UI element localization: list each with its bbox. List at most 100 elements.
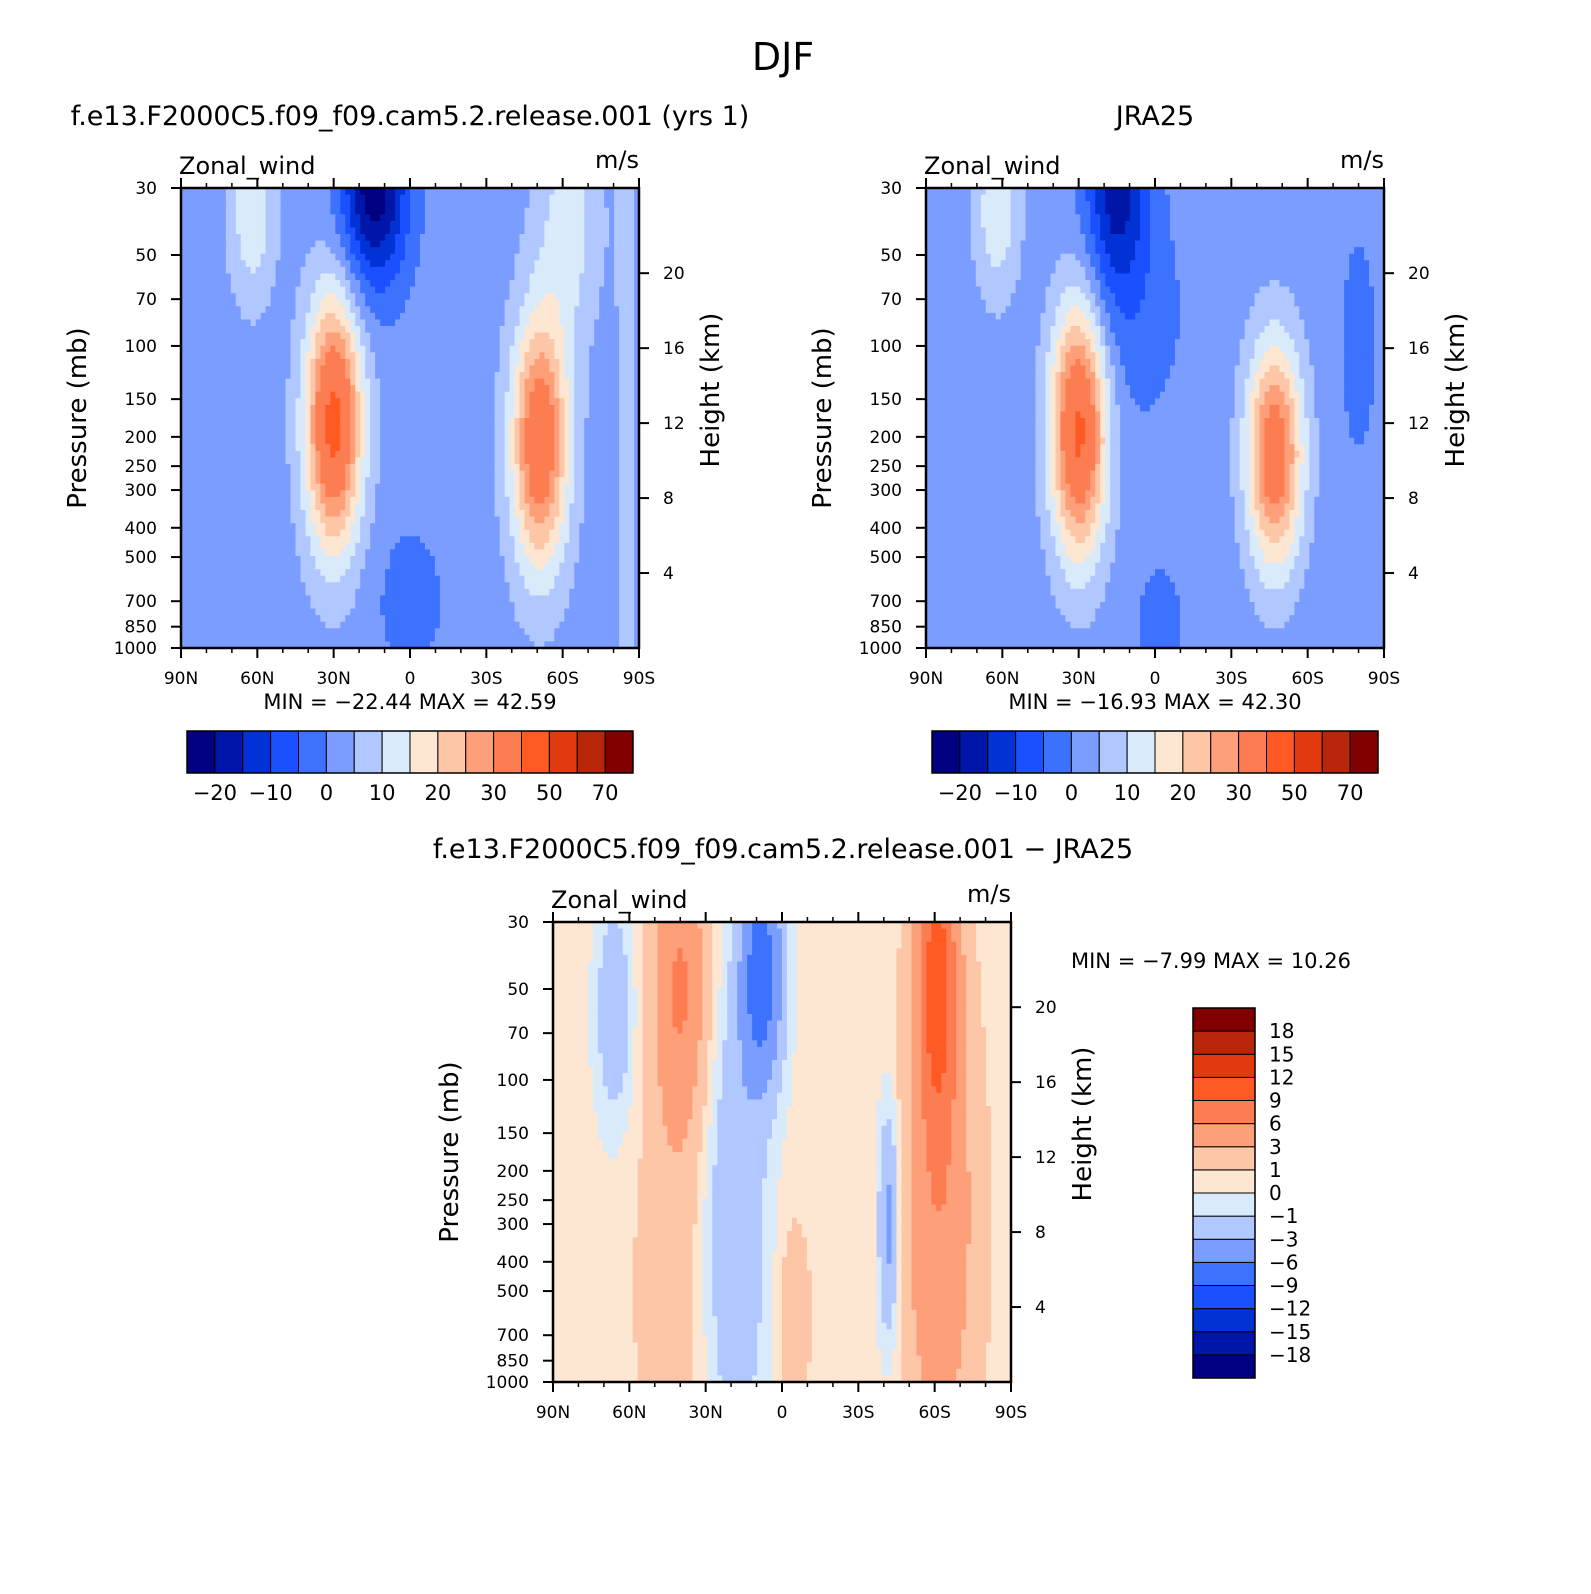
field-cell	[911, 968, 922, 976]
field-cell	[1369, 411, 1385, 419]
field-cell	[752, 1014, 773, 1022]
field-cell	[1090, 483, 1096, 491]
field-cell	[380, 378, 496, 386]
field-cell	[181, 234, 227, 242]
field-cell	[1309, 418, 1320, 426]
field-cell	[1110, 483, 1121, 491]
field-cell	[602, 935, 624, 943]
field-cell	[634, 608, 640, 616]
field-cell	[1254, 352, 1266, 360]
field-cell	[702, 1106, 713, 1114]
field-cell	[642, 1046, 659, 1055]
field-cell	[966, 1257, 992, 1265]
field-cell	[345, 339, 351, 347]
field-cell	[634, 260, 640, 268]
field-cell	[926, 941, 947, 949]
field-cell	[767, 1165, 783, 1173]
field-cell	[772, 1014, 783, 1022]
field-cell	[1179, 299, 1256, 307]
field-cell	[966, 968, 982, 976]
field-cell	[1060, 510, 1071, 518]
field-cell	[1249, 372, 1256, 380]
field-cell	[956, 1079, 967, 1087]
colorbar-box	[1126, 730, 1156, 774]
field-cell	[1070, 326, 1081, 334]
field-cell	[574, 312, 600, 321]
field-cell	[1105, 523, 1121, 531]
field-cell	[1289, 483, 1295, 491]
field-cell	[951, 1132, 967, 1140]
field-cell	[1284, 529, 1295, 537]
field-cell	[365, 556, 391, 564]
field-cell	[762, 1198, 778, 1206]
field-cell	[1169, 227, 1385, 235]
field-cell	[657, 948, 679, 956]
field-cell	[265, 306, 297, 314]
field-cell	[966, 1099, 987, 1107]
field-cell	[926, 575, 1052, 583]
field-cell	[782, 1276, 813, 1285]
field-cell	[1095, 319, 1101, 327]
field-cell	[514, 332, 526, 340]
field-cell	[360, 385, 371, 393]
field-cell	[1279, 516, 1291, 524]
y-tick-label: 30	[880, 179, 902, 199]
field-cell	[564, 608, 620, 616]
field-cell	[921, 1079, 932, 1087]
y2-tick-label: 16	[1408, 339, 1430, 359]
field-cell	[697, 1191, 708, 1199]
field-cell	[642, 981, 659, 989]
field-cell	[360, 260, 371, 268]
field-cell	[285, 398, 297, 406]
field-cell	[916, 1342, 962, 1350]
field-cell	[692, 1303, 703, 1311]
field-cell	[634, 234, 640, 242]
field-cell	[549, 207, 585, 215]
field-cell	[619, 510, 635, 518]
field-cell	[340, 437, 351, 445]
field-cell	[181, 391, 287, 399]
field-cell	[772, 994, 783, 1002]
field-cell	[956, 948, 962, 956]
field-cell	[876, 1263, 883, 1271]
field-cell	[574, 424, 585, 432]
field-cell	[315, 332, 326, 340]
field-cell	[574, 562, 620, 570]
field-cell	[742, 1060, 773, 1068]
field-cell	[1005, 247, 1022, 255]
field-cell	[419, 260, 516, 268]
field-cell	[712, 1119, 718, 1127]
field-cell	[559, 385, 570, 393]
field-cell	[796, 922, 903, 930]
field-cell	[921, 1073, 932, 1081]
field-cell	[380, 464, 496, 472]
field-cell	[642, 954, 659, 963]
field-cell	[722, 922, 733, 930]
field-cell	[1179, 628, 1385, 636]
field-cell	[702, 1316, 718, 1324]
colorbar-label: 9	[1269, 1089, 1282, 1113]
field-cell	[634, 339, 640, 347]
field-cell	[350, 562, 366, 570]
field-cell	[255, 266, 277, 275]
field-cell	[365, 444, 371, 452]
field-cell	[1070, 490, 1086, 498]
field-cell	[762, 1184, 778, 1193]
field-cell	[634, 220, 640, 229]
field-cell	[1309, 549, 1385, 557]
x-tick-label: 90S	[1368, 669, 1400, 689]
field-cell	[896, 954, 913, 963]
field-cell	[225, 214, 237, 222]
field-cell	[896, 1099, 903, 1107]
field-cell	[762, 1204, 778, 1212]
field-cell	[1344, 293, 1375, 301]
field-cell	[509, 457, 516, 465]
field-cell	[1105, 490, 1111, 498]
field-cell	[619, 411, 635, 419]
field-cell	[1065, 542, 1096, 551]
field-cell	[1105, 280, 1146, 288]
field-cell	[891, 1257, 898, 1265]
field-cell	[986, 1066, 1012, 1074]
field-cell	[1100, 602, 1141, 610]
y2-tick-label: 8	[1408, 489, 1419, 509]
